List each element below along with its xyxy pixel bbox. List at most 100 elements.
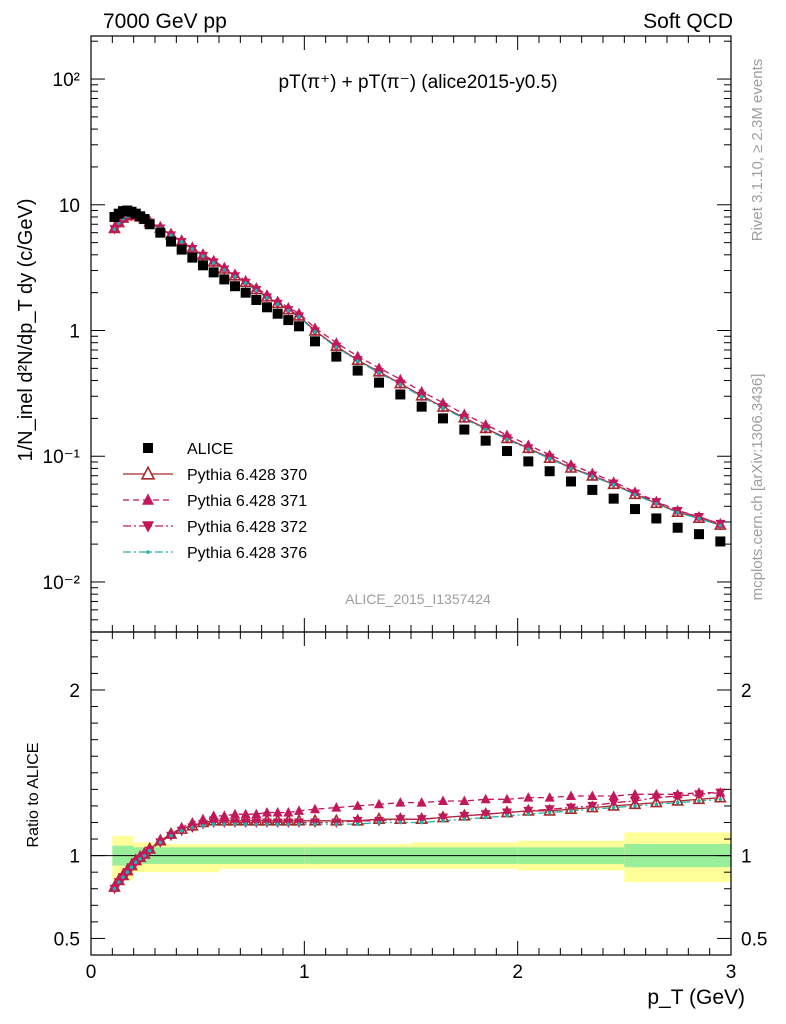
x-tick-label-0: 0 <box>86 962 97 983</box>
ratio-point-series-4-14 <box>211 822 216 826</box>
top-point-series-4-16 <box>233 274 237 279</box>
x-axis-label: p_T (GeV) <box>647 986 745 1009</box>
alice-point-15 <box>219 274 230 285</box>
ratio-point-series-2-34 <box>544 792 555 802</box>
y-tick-label-1: 10⁻¹ <box>43 447 81 468</box>
alice-point-37 <box>608 493 619 504</box>
ratio-point-series-2-20 <box>272 807 283 817</box>
ratio-point-series-3-38 <box>630 796 640 807</box>
alice-point-7 <box>139 214 150 225</box>
ratio-point-series-2-18 <box>251 808 262 819</box>
x-tick-label-1: 1 <box>299 962 310 983</box>
ratio-point-series-2-23 <box>310 803 320 814</box>
ratio-point-series-4-22 <box>297 822 301 826</box>
legend-label-2: Pythia 6.428 371 <box>187 493 307 510</box>
ratio-point-series-2-35 <box>566 790 576 800</box>
top-point-series-4-12 <box>190 247 195 251</box>
ratio-point-series-4-12 <box>190 825 195 830</box>
top-frame <box>90 35 732 633</box>
top-point-series-4-20 <box>275 302 280 307</box>
ratio-point-series-4-42 <box>718 797 723 802</box>
ratio-point-series-2-16 <box>230 808 240 819</box>
y-tick-label-0: 10⁻² <box>43 573 81 594</box>
ratio-point-series-2-33 <box>523 792 534 802</box>
ratio-point-series-4-7 <box>142 853 147 858</box>
ratio-point-series-2-19 <box>262 807 272 817</box>
ratio-point-series-4-29 <box>441 819 445 823</box>
ratio-point-series-2-27 <box>395 797 406 807</box>
legend-label-1: Pythia 6.428 370 <box>187 467 307 484</box>
alice-point-42 <box>715 536 726 547</box>
ratio-point-series-4-40 <box>675 800 680 805</box>
alice-point-28 <box>416 401 427 412</box>
top-point-series-4-24 <box>334 345 339 349</box>
ratio-markers <box>108 787 727 895</box>
alice-point-24 <box>331 351 342 362</box>
top-point-series-4-39 <box>654 501 659 506</box>
ratio-point-series-4-31 <box>483 815 488 820</box>
alice-point-36 <box>587 484 598 495</box>
ratio-point-series-4-18 <box>254 822 259 826</box>
ratio-point-series-2-36 <box>587 790 598 800</box>
ratio-point-series-2-31 <box>480 793 491 804</box>
alice-point-11 <box>176 244 187 255</box>
header-left: 7000 GeV pp <box>103 10 227 33</box>
alice-point-10 <box>166 236 176 247</box>
ratio-point-series-3-29 <box>438 813 448 824</box>
ratio-point-series-3-28 <box>416 815 427 825</box>
ratio-point-series-2-32 <box>502 793 512 804</box>
top-point-series-4-1 <box>116 221 121 225</box>
alice-point-41 <box>694 529 704 540</box>
top-point-series-4-36 <box>590 474 595 479</box>
alice-point-13 <box>198 260 208 271</box>
alice-point-38 <box>630 504 640 515</box>
ratio-point-series-2-17 <box>240 808 251 819</box>
ratio-point-series-4-6 <box>138 857 142 861</box>
ratio-point-series-4-1 <box>116 880 121 884</box>
ratio-point-series-4-30 <box>462 817 467 821</box>
legend-marker-3 <box>142 521 154 533</box>
top-point-series-4-17 <box>243 281 248 285</box>
ratio-point-series-3-34 <box>544 805 555 815</box>
top-point-series-4-35 <box>569 466 573 471</box>
alice-point-39 <box>651 513 662 524</box>
ratio-tick-label-left-0: 0.5 <box>54 929 80 950</box>
rivet-side-label: Rivet 3.1.10, ≥ 2.3M events <box>749 59 766 242</box>
ratio-point-series-4-15 <box>222 822 227 826</box>
top-point-series-4-27 <box>398 382 403 387</box>
ratio-point-series-4-11 <box>179 828 184 833</box>
ratio-point-series-4-25 <box>355 822 360 826</box>
legend-label-4: Pythia 6.428 376 <box>187 545 307 562</box>
alice-point-34 <box>544 466 555 477</box>
top-point-series-4-26 <box>377 370 381 375</box>
top-point-series-4-25 <box>355 359 360 363</box>
legend-marker-0 <box>143 443 153 453</box>
ratio-point-series-4-24 <box>334 822 339 826</box>
ratio-point-series-4-26 <box>377 820 381 825</box>
ratio-point-series-4-32 <box>505 814 509 818</box>
ratio-point-series-4-4 <box>129 865 134 870</box>
top-point-series-4-13 <box>201 254 205 259</box>
ratio-tick-label-right-2: 2 <box>741 681 752 702</box>
top-point-series-4-19 <box>265 295 269 300</box>
legend: ALICE Pythia 6.428 370 Pythia 6.428 371 Pyt… <box>123 441 307 562</box>
ratio-point-series-3-40 <box>672 791 683 802</box>
alice-point-16 <box>230 281 240 292</box>
ratio-point-series-4-16 <box>233 822 237 826</box>
top-point-series-4-32 <box>505 437 509 442</box>
ratio-point-series-4-21 <box>286 822 291 826</box>
ratio-point-series-3-27 <box>395 815 406 825</box>
alice-point-14 <box>208 267 219 278</box>
ratio-point-series-4-23 <box>313 822 317 826</box>
y-tick-label-2: 1 <box>69 322 80 343</box>
ratio-point-series-2-28 <box>416 797 427 807</box>
ratio-point-series-4-34 <box>547 810 552 815</box>
ratio-point-series-3-25 <box>352 816 363 827</box>
ratio-point-series-2-26 <box>374 798 384 809</box>
plot-title: pT(π⁺) + pT(π⁻) (alice2015-y0.5) <box>278 72 557 93</box>
alice-point-17 <box>240 287 251 298</box>
top-point-series-4-11 <box>179 240 184 244</box>
ratio-point-series-3-30 <box>459 811 470 822</box>
alice-point-20 <box>272 308 283 319</box>
ratio-point-series-3-41 <box>694 790 704 800</box>
